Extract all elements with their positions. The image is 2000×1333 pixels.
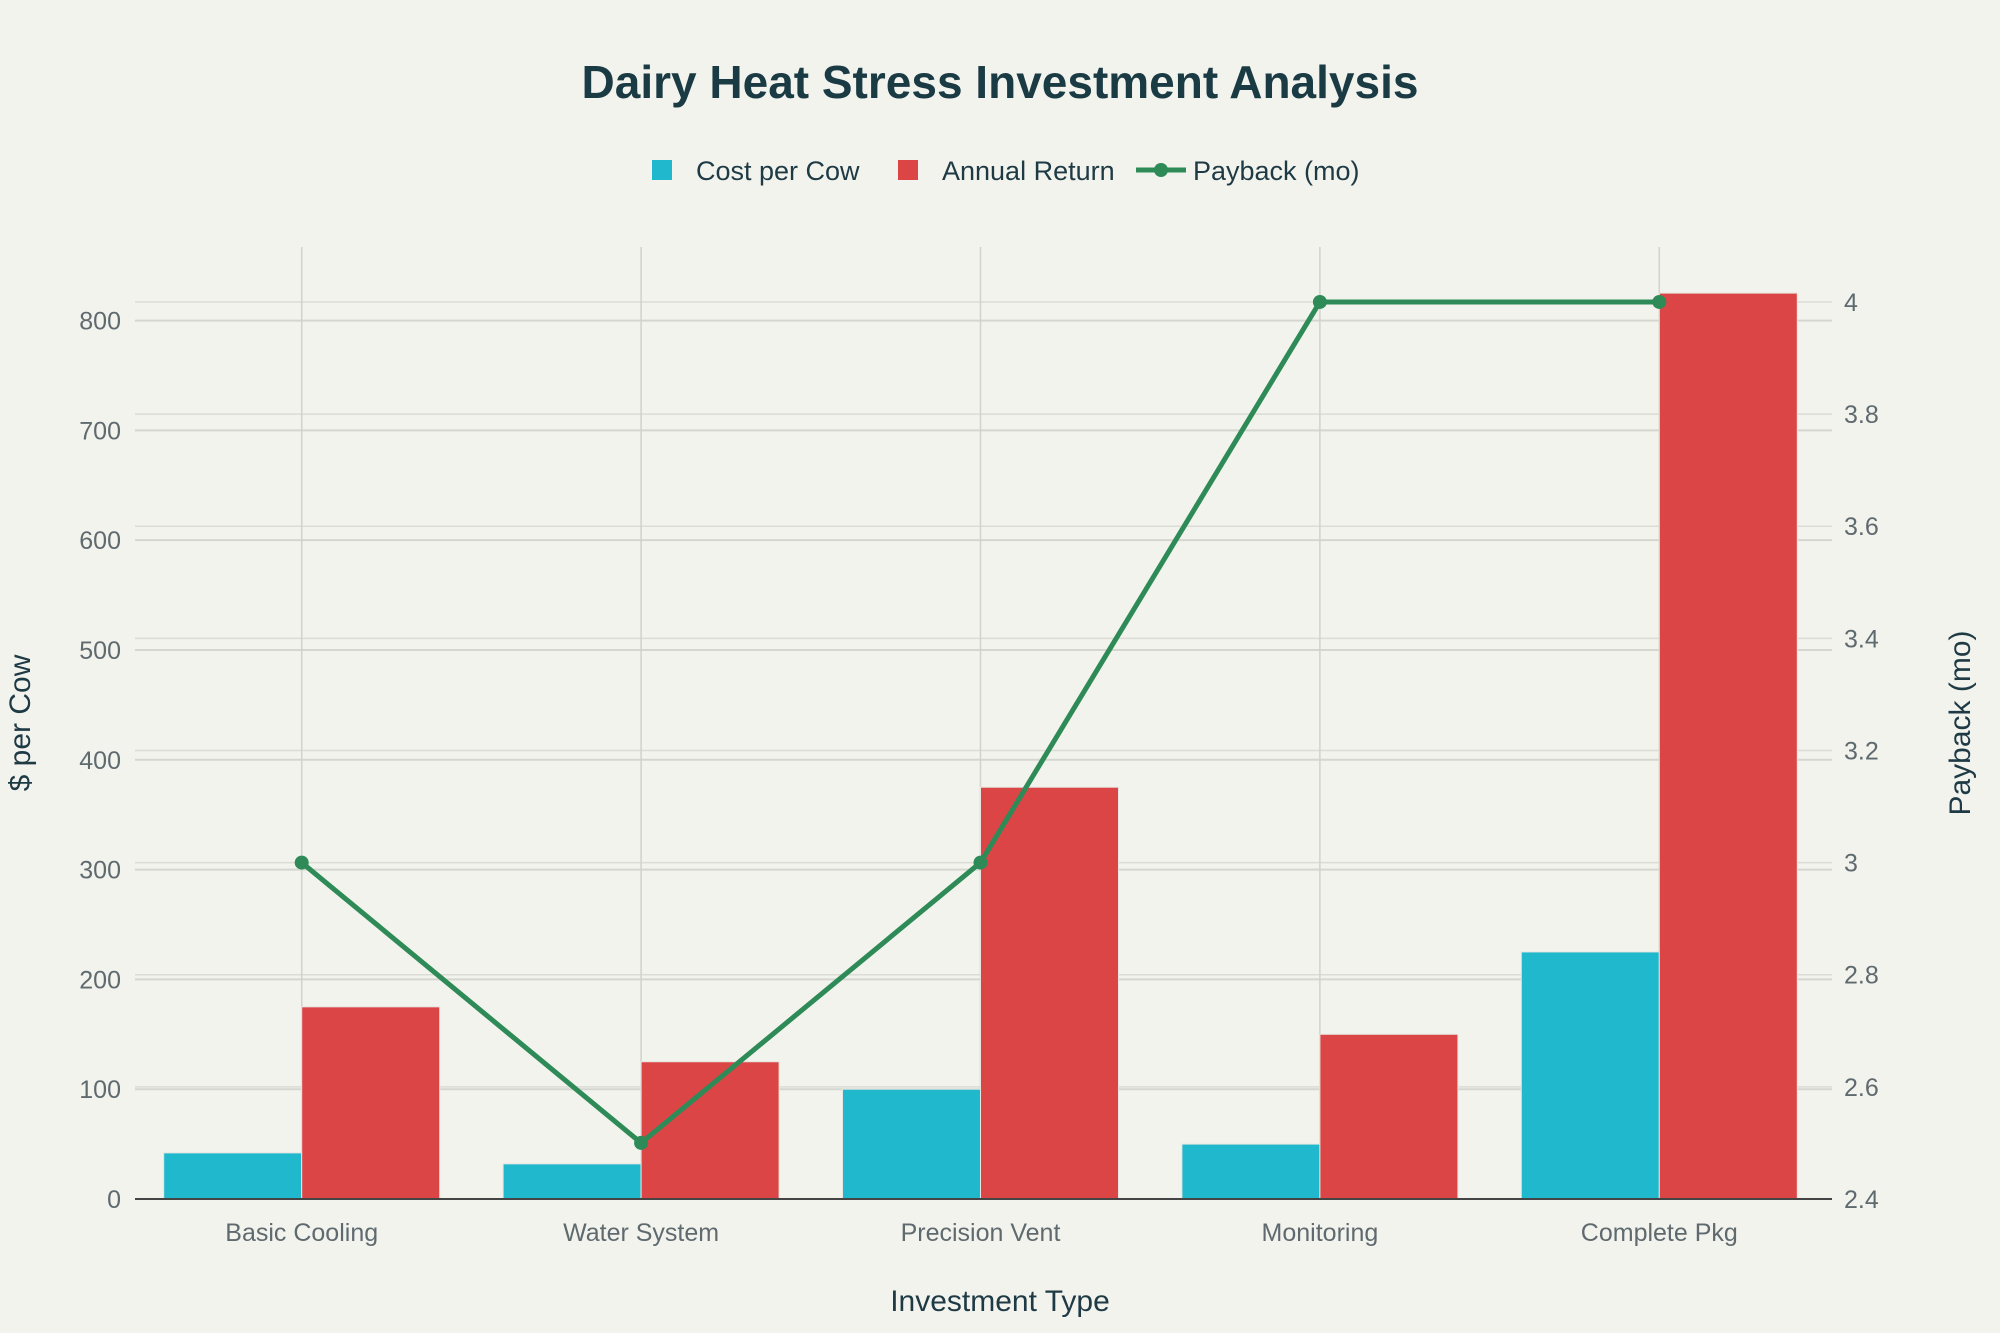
y2-tick-label: 3.8 <box>1844 401 1879 429</box>
legend[interactable]: Cost per Cow Annual Return Payback (mo) <box>652 156 1360 186</box>
y2-tick-label: 3 <box>1844 850 1858 878</box>
y-tick-label: 500 <box>79 637 121 665</box>
x-tick-label: Monitoring <box>1262 1219 1379 1247</box>
bar-annual-return-4 <box>1658 292 1798 1200</box>
y2-axis-title: Payback (mo) <box>1944 630 1977 815</box>
bar-cost-per-cow-0 <box>163 1152 303 1200</box>
payback-line <box>294 294 1667 1150</box>
bar-cost-per-cow-3 <box>1181 1143 1321 1200</box>
y2-tick-label: 2.8 <box>1844 962 1879 990</box>
bars <box>163 292 1798 1200</box>
legend-swatch-0 <box>652 160 672 180</box>
y2-tick-label: 3.6 <box>1844 513 1879 541</box>
y-tick-label: 100 <box>79 1076 121 1104</box>
x-tick-label: Complete Pkg <box>1581 1219 1738 1247</box>
y-tick-label: 800 <box>79 308 121 336</box>
x-axis-title: Investment Type <box>890 1285 1110 1318</box>
bar-cost-per-cow-4 <box>1520 951 1660 1200</box>
legend-label-0: Cost per Cow <box>696 156 860 186</box>
y-tick-label: 0 <box>107 1186 121 1214</box>
payback-point-0 <box>294 855 309 870</box>
x-tick-label: Water System <box>563 1219 719 1247</box>
payback-point-4 <box>1652 294 1667 309</box>
y-tick-label: 300 <box>79 857 121 885</box>
bar-annual-return-1 <box>640 1061 780 1200</box>
payback-point-1 <box>634 1135 649 1150</box>
bar-cost-per-cow-2 <box>842 1088 981 1200</box>
bar-annual-return-2 <box>980 786 1119 1200</box>
y-tick-label: 700 <box>79 417 121 445</box>
y2-tick-label: 3.2 <box>1844 737 1879 765</box>
legend-label-1: Annual Return <box>942 156 1115 186</box>
x-tick-label: Basic Cooling <box>225 1219 378 1247</box>
y-tick-label: 400 <box>79 747 121 775</box>
axes: 0 100 200 300 400 500 600 700 800 2.4 2.6 2.8 3 3.2 3.… <box>79 289 1879 1247</box>
payback-point-3 <box>1312 294 1327 309</box>
legend-label-2: Payback (mo) <box>1193 156 1360 186</box>
y2-tick-label: 2.4 <box>1844 1186 1879 1214</box>
payback-point-2 <box>973 855 988 870</box>
y2-tick-label: 4 <box>1844 289 1858 317</box>
bar-annual-return-0 <box>301 1006 441 1200</box>
bar-cost-per-cow-1 <box>502 1163 642 1200</box>
y2-tick-label: 2.6 <box>1844 1074 1879 1102</box>
x-tick-label: Precision Vent <box>901 1219 1061 1247</box>
y-axis-title: $ per Cow <box>4 654 37 791</box>
y-tick-label: 200 <box>79 966 121 994</box>
y-tick-label: 600 <box>79 527 121 555</box>
legend-marker-2 <box>1154 163 1168 177</box>
legend-swatch-1 <box>898 160 918 180</box>
y2-tick-label: 3.4 <box>1844 625 1879 653</box>
bar-annual-return-3 <box>1319 1033 1459 1200</box>
chart-title: Dairy Heat Stress Investment Analysis <box>582 56 1419 108</box>
